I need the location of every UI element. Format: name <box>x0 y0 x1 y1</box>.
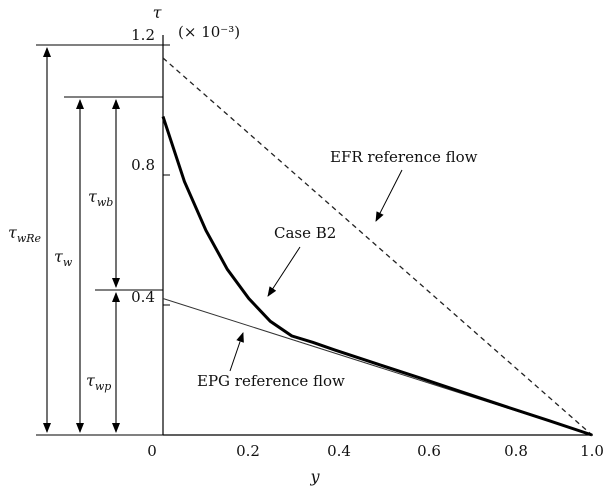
x-tick-label-1.0: 1.0 <box>580 442 604 460</box>
annotation-efr-arrow <box>375 169 403 222</box>
y-tick-label-1.2: 1.2 <box>131 26 155 44</box>
x-tick-label-0.4: 0.4 <box>327 442 351 460</box>
annotation-epg-label: EPG reference flow <box>197 372 345 390</box>
y-tick-label-0.8: 0.8 <box>131 156 155 174</box>
dimension-label-w: τw <box>54 247 73 269</box>
y-tick-label-0.4: 0.4 <box>131 288 155 306</box>
x-tick-label-0.8: 0.8 <box>504 442 528 460</box>
y-axis-label: τ <box>153 3 163 22</box>
series-line-case-b2 <box>161 116 593 437</box>
x-tick-label-0.2: 0.2 <box>236 442 260 460</box>
x-tick-label-0.6: 0.6 <box>417 442 441 460</box>
annotation-caseb2-label: Case B2 <box>274 224 336 242</box>
y-multiplier-label: (× 10⁻³) <box>178 23 240 41</box>
dimension-label-wp: τwp <box>86 371 111 393</box>
dimension-label-wb: τwb <box>88 187 113 209</box>
x-axis-label: y <box>309 467 320 486</box>
dimension-label-wRe: τwRe <box>8 223 42 245</box>
annotation-efr-label: EFR reference flow <box>330 148 478 166</box>
annotation-epg-arrow <box>229 332 244 372</box>
x-tick-label-0: 0 <box>147 442 157 460</box>
annotation-caseb2-arrow <box>267 246 301 297</box>
